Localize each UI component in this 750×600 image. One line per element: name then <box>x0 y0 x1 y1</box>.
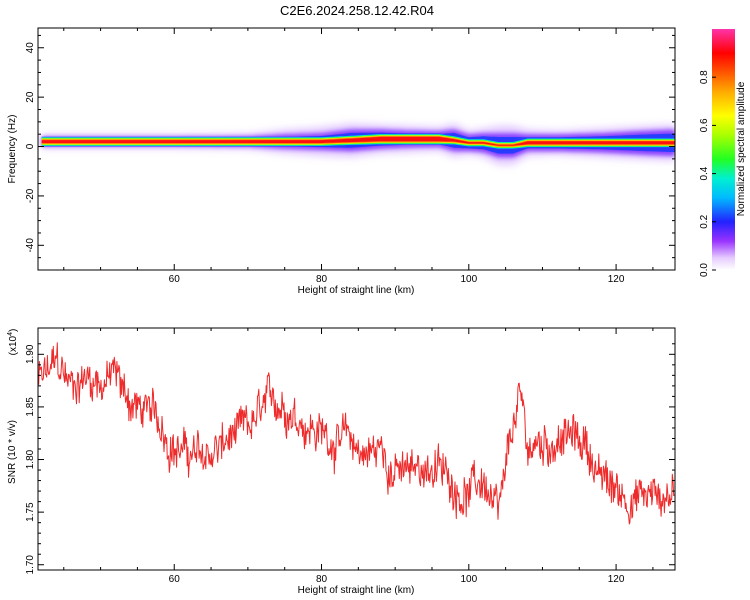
snr-scale-suffix: ) <box>8 329 19 332</box>
spectrogram-y-tick-label: -20 <box>25 188 36 203</box>
spectrogram-x-tick-label: 100 <box>460 274 477 285</box>
spectrogram-y-tick-label: 20 <box>25 91 36 103</box>
snr-y-tick-label: 1.85 <box>25 397 36 417</box>
svg-text:(x104): (x104) <box>7 329 19 356</box>
spectrogram-x-tick-label: 120 <box>608 274 625 285</box>
snr-x-label: Height of straight line (km) <box>298 585 415 596</box>
spectrogram-heatmap <box>41 123 675 165</box>
snr-y-tick-label: 1.75 <box>25 502 36 522</box>
spectrogram-y-label: Frequency (Hz) <box>7 115 18 184</box>
spectrogram-y-tick-label: -40 <box>25 238 36 253</box>
snr-ticks: 60 80 100 120 1.70 1.75 1.80 1.85 1.90 <box>25 328 675 585</box>
snr-scale-label: (x10 <box>8 335 19 355</box>
spectrogram-x-label: Height of straight line (km) <box>298 285 415 296</box>
colorbar-label: Normalized spectral amplitude <box>736 81 747 216</box>
colorbar-gradient <box>712 29 735 270</box>
spectrogram-y-tick-label: 0 <box>25 143 36 149</box>
figure-title: C2E6.2024.258.12.42.R04 <box>280 3 434 18</box>
colorbar-tick-label: 0.8 <box>699 70 710 84</box>
snr-y-tick-label: 1.70 <box>25 555 36 575</box>
spectrogram-panel: 60 80 100 120 -40 -20 0 20 40 Height of straight… <box>7 27 676 296</box>
snr-x-tick-label: 100 <box>460 574 477 585</box>
snr-scale-exponent: 4 <box>7 332 14 336</box>
snr-x-tick-label: 120 <box>608 574 625 585</box>
snr-y-tick-label: 1.90 <box>25 344 36 364</box>
spectrogram-x-tick-label: 60 <box>169 274 181 285</box>
snr-y-tick-label: 1.80 <box>25 449 36 469</box>
colorbar-tick-label: 0.2 <box>699 214 710 228</box>
colorbar: 0.0 0.2 0.4 0.6 0.8 Normalized spectral ampl… <box>699 29 747 277</box>
spectrogram-x-tick-label: 80 <box>316 274 328 285</box>
colorbar-ticks: 0.0 0.2 0.4 0.6 0.8 <box>699 70 716 277</box>
ridge-red-core <box>41 136 675 146</box>
spectrogram-y-tick-label: 40 <box>25 42 36 54</box>
snr-series-line <box>38 342 675 525</box>
colorbar-tick-label: 0.6 <box>699 118 710 132</box>
snr-x-tick-label: 60 <box>169 574 181 585</box>
colorbar-tick-label: 0.4 <box>699 166 710 180</box>
colorbar-tick-label: 0.0 <box>699 263 710 277</box>
snr-panel: 60 80 100 120 1.70 1.75 1.80 1.85 1.90 Height of… <box>7 327 676 596</box>
snr-x-tick-label: 80 <box>316 574 328 585</box>
spectrogram-ticks: 60 80 100 120 -40 -20 0 20 40 <box>25 28 675 285</box>
spectrogram-frame <box>37 27 676 271</box>
snr-y-label: SNR (10 * v/v) <box>7 420 18 484</box>
snr-scale-factor: (x104) <box>7 329 19 356</box>
